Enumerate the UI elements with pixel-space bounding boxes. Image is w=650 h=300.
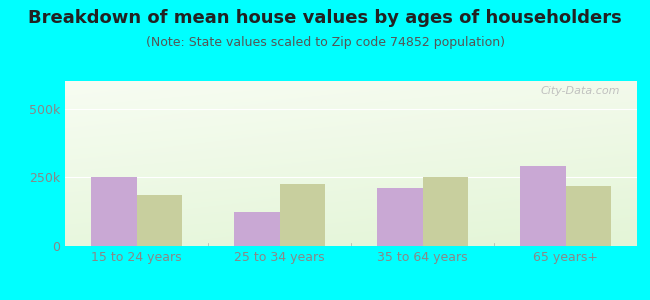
Bar	[234, 212, 280, 246]
Text: (Note: State values scaled to Zip code 74852 population): (Note: State values scaled to Zip code 7…	[146, 36, 504, 49]
Bar	[280, 184, 325, 246]
Text: City-Data.com: City-Data.com	[540, 86, 620, 96]
Text: Breakdown of mean house values by ages of householders: Breakdown of mean house values by ages o…	[28, 9, 622, 27]
Bar	[566, 185, 611, 246]
Bar	[136, 195, 182, 246]
Bar	[520, 166, 566, 246]
Bar	[377, 188, 423, 246]
Legend: Zip code 74852, Oklahoma: Zip code 74852, Oklahoma	[239, 298, 463, 300]
Bar	[91, 177, 136, 246]
Bar	[422, 177, 468, 246]
